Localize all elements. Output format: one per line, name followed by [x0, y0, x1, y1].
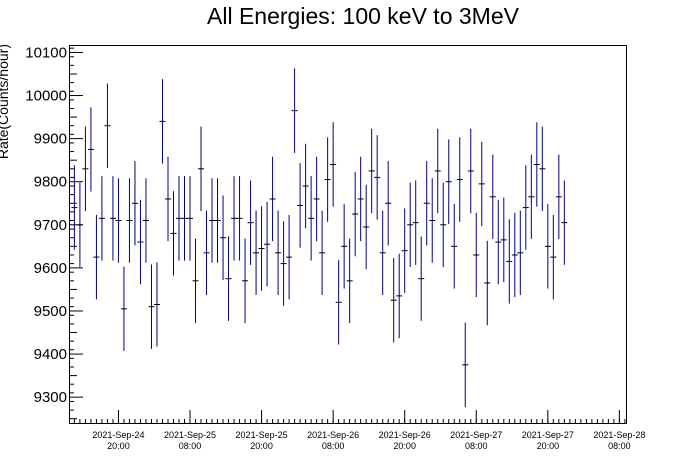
x-tick-date: 2021-Sep-27: [450, 430, 502, 440]
y-tick-label: 9900: [34, 131, 67, 148]
x-tick-date: 2021-Sep-25: [164, 430, 216, 440]
y-tick-label: 9600: [34, 260, 67, 277]
x-tick-time: 08:00: [608, 441, 631, 451]
y-tick-label: 10100: [25, 44, 67, 61]
data-series: [71, 68, 568, 408]
y-tick-label: 9400: [34, 346, 67, 363]
y-tick-label: 9300: [34, 389, 67, 406]
y-tick-label: 9500: [34, 303, 67, 320]
plot-frame: [69, 45, 627, 424]
x-axis: 2021-Sep-2420:002021-Sep-2508:002021-Sep…: [73, 410, 645, 451]
y-tick-label: 9800: [34, 174, 67, 191]
x-tick-time: 08:00: [322, 441, 345, 451]
x-tick-time: 20:00: [250, 441, 273, 451]
x-tick-date: 2021-Sep-24: [92, 430, 144, 440]
x-tick-date: 2021-Sep-26: [307, 430, 359, 440]
x-tick-date: 2021-Sep-25: [236, 430, 288, 440]
x-tick-time: 08:00: [179, 441, 202, 451]
x-tick-date: 2021-Sep-28: [593, 430, 645, 440]
x-tick-date: 2021-Sep-27: [522, 430, 574, 440]
x-tick-time: 20:00: [107, 441, 130, 451]
x-tick-time: 20:00: [537, 441, 560, 451]
x-tick-time: 08:00: [465, 441, 488, 451]
y-axis-label: Rate(Counts/hour): [0, 44, 11, 159]
y-tick-label: 9700: [34, 217, 67, 234]
y-tick-label: 10000: [25, 88, 67, 105]
chart-title: All Energies: 100 keV to 3MeV: [207, 3, 520, 29]
x-tick-time: 20:00: [393, 441, 416, 451]
x-tick-date: 2021-Sep-26: [379, 430, 431, 440]
y-axis: 9300 9400 9500 9600 9700 9800 9900 10000 10100: [25, 44, 83, 420]
